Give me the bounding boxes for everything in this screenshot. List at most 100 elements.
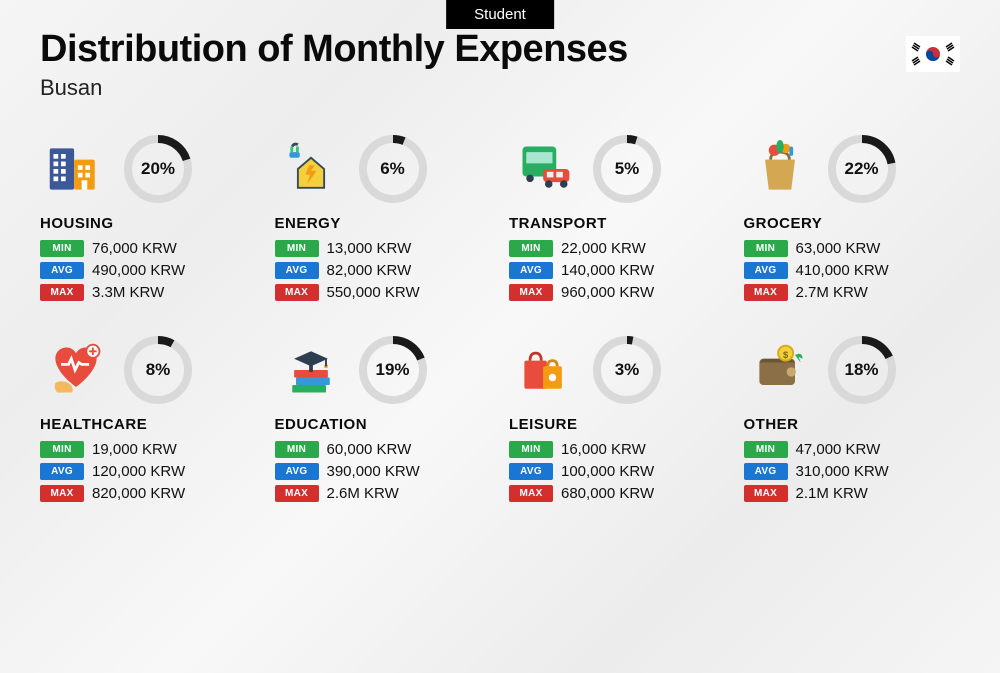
max-value: 820,000 KRW — [92, 485, 185, 502]
category-card-energy: 6% ENERGY MIN 13,000 KRW AVG 82,000 KRW … — [275, 133, 492, 306]
category-card-other: $ 18% OTHER MIN 47,000 KRW AVG 310,000 K… — [744, 334, 961, 507]
category-name: HEALTHCARE — [40, 416, 257, 433]
percent-ring: 8% — [122, 334, 194, 406]
avg-value: 390,000 KRW — [327, 463, 420, 480]
min-value: 22,000 KRW — [561, 240, 646, 257]
min-value: 63,000 KRW — [796, 240, 881, 257]
stats-block: MIN 76,000 KRW AVG 490,000 KRW MAX 3.3M … — [40, 240, 257, 301]
category-name: ENERGY — [275, 215, 492, 232]
percent-value: 20% — [122, 133, 194, 205]
percent-value: 5% — [591, 133, 663, 205]
max-value: 960,000 KRW — [561, 284, 654, 301]
avg-badge: AVG — [275, 463, 319, 480]
stats-block: MIN 19,000 KRW AVG 120,000 KRW MAX 820,0… — [40, 441, 257, 502]
grocery-icon — [744, 133, 816, 205]
avg-badge: AVG — [744, 463, 788, 480]
min-badge: MIN — [509, 240, 553, 257]
avg-badge: AVG — [744, 262, 788, 279]
min-value: 19,000 KRW — [92, 441, 177, 458]
min-value: 13,000 KRW — [327, 240, 412, 257]
max-badge: MAX — [40, 485, 84, 502]
avg-value: 140,000 KRW — [561, 262, 654, 279]
percent-ring: 5% — [591, 133, 663, 205]
min-badge: MIN — [40, 240, 84, 257]
percent-value: 3% — [591, 334, 663, 406]
stats-block: MIN 60,000 KRW AVG 390,000 KRW MAX 2.6M … — [275, 441, 492, 502]
avg-value: 410,000 KRW — [796, 262, 889, 279]
min-value: 76,000 KRW — [92, 240, 177, 257]
min-value: 47,000 KRW — [796, 441, 881, 458]
stats-block: MIN 22,000 KRW AVG 140,000 KRW MAX 960,0… — [509, 240, 726, 301]
korea-flag-icon — [906, 36, 960, 72]
category-name: EDUCATION — [275, 416, 492, 433]
category-card-housing: 20% HOUSING MIN 76,000 KRW AVG 490,000 K… — [40, 133, 257, 306]
max-badge: MAX — [275, 284, 319, 301]
subtitle: Busan — [40, 75, 960, 101]
avg-value: 100,000 KRW — [561, 463, 654, 480]
avg-value: 310,000 KRW — [796, 463, 889, 480]
page-title: Distribution of Monthly Expenses — [40, 28, 960, 71]
max-badge: MAX — [744, 284, 788, 301]
max-badge: MAX — [275, 485, 319, 502]
max-value: 680,000 KRW — [561, 485, 654, 502]
max-badge: MAX — [744, 485, 788, 502]
min-badge: MIN — [509, 441, 553, 458]
percent-value: 18% — [826, 334, 898, 406]
max-badge: MAX — [509, 284, 553, 301]
leisure-icon — [509, 334, 581, 406]
energy-icon — [275, 133, 347, 205]
other-icon: $ — [744, 334, 816, 406]
category-name: LEISURE — [509, 416, 726, 433]
category-name: OTHER — [744, 416, 961, 433]
min-value: 60,000 KRW — [327, 441, 412, 458]
max-value: 2.7M KRW — [796, 284, 868, 301]
max-badge: MAX — [509, 485, 553, 502]
percent-ring: 19% — [357, 334, 429, 406]
healthcare-icon — [40, 334, 112, 406]
max-value: 3.3M KRW — [92, 284, 164, 301]
percent-ring: 3% — [591, 334, 663, 406]
max-value: 2.1M KRW — [796, 485, 868, 502]
percent-ring: 22% — [826, 133, 898, 205]
category-card-grocery: 22% GROCERY MIN 63,000 KRW AVG 410,000 K… — [744, 133, 961, 306]
percent-ring: 6% — [357, 133, 429, 205]
stats-block: MIN 63,000 KRW AVG 410,000 KRW MAX 2.7M … — [744, 240, 961, 301]
percent-value: 19% — [357, 334, 429, 406]
stats-block: MIN 47,000 KRW AVG 310,000 KRW MAX 2.1M … — [744, 441, 961, 502]
stats-block: MIN 13,000 KRW AVG 82,000 KRW MAX 550,00… — [275, 240, 492, 301]
min-badge: MIN — [40, 441, 84, 458]
avg-value: 490,000 KRW — [92, 262, 185, 279]
avg-badge: AVG — [275, 262, 319, 279]
avg-value: 120,000 KRW — [92, 463, 185, 480]
avg-badge: AVG — [509, 463, 553, 480]
category-name: TRANSPORT — [509, 215, 726, 232]
stats-block: MIN 16,000 KRW AVG 100,000 KRW MAX 680,0… — [509, 441, 726, 502]
max-value: 2.6M KRW — [327, 485, 399, 502]
min-badge: MIN — [275, 441, 319, 458]
category-card-transport: 5% TRANSPORT MIN 22,000 KRW AVG 140,000 … — [509, 133, 726, 306]
percent-value: 22% — [826, 133, 898, 205]
education-icon — [275, 334, 347, 406]
svg-text:$: $ — [783, 350, 789, 360]
percent-value: 8% — [122, 334, 194, 406]
avg-badge: AVG — [40, 262, 84, 279]
percent-value: 6% — [357, 133, 429, 205]
percent-ring: 20% — [122, 133, 194, 205]
category-card-education: 19% EDUCATION MIN 60,000 KRW AVG 390,000… — [275, 334, 492, 507]
header: Distribution of Monthly Expenses Busan — [40, 0, 960, 101]
housing-icon — [40, 133, 112, 205]
min-badge: MIN — [744, 240, 788, 257]
category-card-healthcare: 8% HEALTHCARE MIN 19,000 KRW AVG 120,000… — [40, 334, 257, 507]
max-value: 550,000 KRW — [327, 284, 420, 301]
category-card-leisure: 3% LEISURE MIN 16,000 KRW AVG 100,000 KR… — [509, 334, 726, 507]
min-badge: MIN — [275, 240, 319, 257]
category-name: GROCERY — [744, 215, 961, 232]
avg-badge: AVG — [509, 262, 553, 279]
avg-badge: AVG — [40, 463, 84, 480]
transport-icon — [509, 133, 581, 205]
min-badge: MIN — [744, 441, 788, 458]
avg-value: 82,000 KRW — [327, 262, 412, 279]
max-badge: MAX — [40, 284, 84, 301]
min-value: 16,000 KRW — [561, 441, 646, 458]
category-name: HOUSING — [40, 215, 257, 232]
